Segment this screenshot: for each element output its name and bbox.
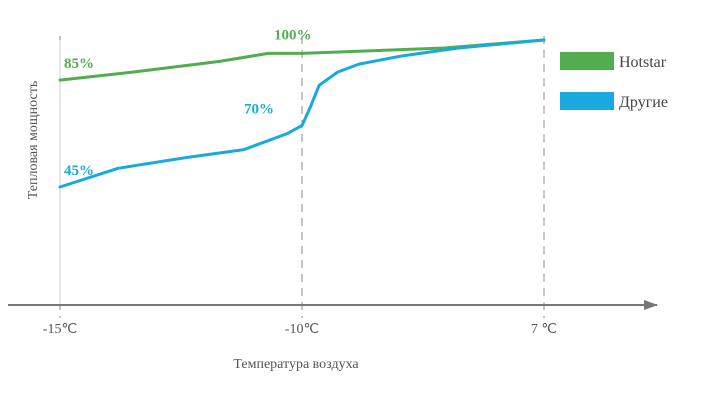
gridlines [59, 36, 545, 318]
legend-label-other: Другие [619, 94, 668, 111]
x-axis-title: Температура воздуха [233, 357, 359, 372]
y-axis-title: Тепловая мощность [26, 81, 41, 200]
data-label: 100% [274, 27, 312, 43]
x-tick-label: -10℃ [285, 322, 319, 337]
series-line-other [58, 38, 546, 189]
legend-swatch-other [560, 92, 614, 110]
legend-label-hotstar: Hotstar [619, 54, 667, 71]
data-label: 85% [64, 56, 94, 72]
series-lines [58, 38, 546, 189]
data-label: 70% [244, 102, 274, 118]
x-tick-labels: -15℃ -10℃ 7 ℃ [43, 322, 557, 337]
legend-swatch-hotstar [560, 52, 614, 70]
data-labels: 85% 100% 45% 70% [64, 27, 312, 179]
x-tick-label: -15℃ [43, 322, 77, 337]
x-tick-label: 7 ℃ [531, 322, 557, 337]
data-label: 45% [64, 163, 94, 179]
legend: Hotstar Другие [560, 52, 668, 111]
series-line-hotstar [58, 38, 546, 82]
